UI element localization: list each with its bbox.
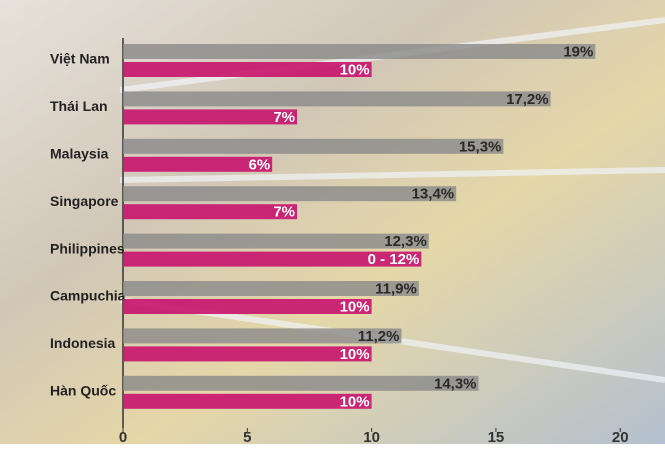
- value-label: 7%: [273, 109, 295, 126]
- bar: [123, 204, 298, 220]
- value-label: 15,3%: [459, 138, 502, 155]
- bar: [123, 138, 504, 154]
- category-label: Việt Nam: [50, 51, 110, 67]
- bar: [123, 156, 273, 172]
- bar: [123, 346, 372, 362]
- value-label: 14,3%: [434, 375, 477, 392]
- bar: [123, 299, 372, 314]
- bar: [123, 375, 479, 391]
- bar: [123, 62, 372, 77]
- value-label: 12,3%: [384, 233, 427, 250]
- category-label: Campuchia: [50, 288, 126, 304]
- bar: [123, 281, 419, 296]
- bar: [123, 251, 422, 267]
- bar: [123, 393, 372, 409]
- category-label: Hàn Quốc: [50, 383, 116, 399]
- bar: [123, 44, 596, 59]
- value-label: 11,2%: [358, 328, 400, 345]
- x-tick-label: 0: [119, 429, 127, 444]
- bar: [123, 186, 457, 202]
- category-label: Philippines: [50, 240, 125, 256]
- value-label: 10%: [340, 393, 370, 410]
- value-label: 0 - 12%: [368, 251, 420, 268]
- value-label: 17,2%: [506, 91, 549, 108]
- value-label: 7%: [273, 204, 295, 221]
- category-label: Singapore: [50, 193, 119, 209]
- bar: [123, 328, 402, 344]
- value-label: 11,9%: [375, 280, 417, 297]
- bar: [123, 109, 298, 125]
- value-label: 13,4%: [412, 186, 455, 203]
- x-tick-label: 20: [612, 429, 629, 444]
- bar: [123, 91, 551, 107]
- category-label: Malaysia: [50, 146, 109, 162]
- x-tick-label: 10: [363, 429, 380, 444]
- category-label: Thái Lan: [50, 98, 108, 114]
- bar: [123, 233, 429, 249]
- value-label: 10%: [340, 298, 370, 315]
- value-label: 6%: [248, 156, 270, 173]
- x-tick-label: 15: [488, 429, 505, 444]
- category-label: Indonesia: [50, 335, 116, 351]
- value-label: 19%: [563, 43, 593, 60]
- value-label: 10%: [340, 61, 370, 78]
- value-label: 10%: [340, 346, 370, 363]
- x-tick-label: 5: [243, 429, 251, 444]
